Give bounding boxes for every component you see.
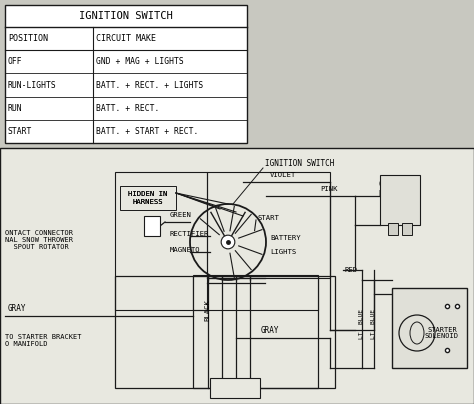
Bar <box>5 5 247 143</box>
Text: GND + MAG + LIGHTS: GND + MAG + LIGHTS <box>96 57 184 66</box>
Text: RUN-LIGHTS: RUN-LIGHTS <box>8 80 57 90</box>
Text: LT. BLUE: LT. BLUE <box>372 309 376 339</box>
Text: START: START <box>258 215 280 221</box>
Bar <box>193 276 318 388</box>
Bar <box>193 275 318 310</box>
Text: POSITION: POSITION <box>8 34 48 43</box>
Text: VIOLET: VIOLET <box>270 172 296 178</box>
Bar <box>210 378 260 398</box>
Bar <box>144 216 160 236</box>
Text: GREEN: GREEN <box>170 212 192 218</box>
Bar <box>207 172 330 278</box>
Bar <box>115 276 335 388</box>
Text: OFF: OFF <box>8 57 23 66</box>
Bar <box>402 223 412 235</box>
Text: BATT. + RECT.: BATT. + RECT. <box>96 104 159 113</box>
Text: IGNITION SWITCH: IGNITION SWITCH <box>265 160 334 168</box>
Bar <box>380 175 420 225</box>
Text: CIRCUIT MAKE: CIRCUIT MAKE <box>96 34 156 43</box>
Text: BLACK: BLACK <box>204 299 210 321</box>
Bar <box>115 172 207 310</box>
Text: BATT. + RECT. + LIGHTS: BATT. + RECT. + LIGHTS <box>96 80 203 90</box>
Bar <box>193 276 318 388</box>
Text: TO STARTER BRACKET
O MANIFOLD: TO STARTER BRACKET O MANIFOLD <box>5 334 82 347</box>
Text: RECTIFIER: RECTIFIER <box>170 231 210 237</box>
Bar <box>120 186 176 210</box>
Text: ONTACT CONNECTOR
NAL SNOW THROWER
  SPOUT ROTATOR: ONTACT CONNECTOR NAL SNOW THROWER SPOUT … <box>5 230 73 250</box>
Text: CIRCUIT
BREAKER: CIRCUIT BREAKER <box>379 180 411 200</box>
Text: YELLOW: YELLOW <box>216 387 244 396</box>
Text: RUN: RUN <box>8 104 23 113</box>
Text: BATT. + START + RECT.: BATT. + START + RECT. <box>96 127 199 136</box>
Text: STARTER
SOLENOID: STARTER SOLENOID <box>425 326 459 339</box>
Text: LIGHTS: LIGHTS <box>270 249 296 255</box>
Text: IGNITION SWITCH: IGNITION SWITCH <box>79 11 173 21</box>
Bar <box>392 288 467 368</box>
Text: HIDDEN IN
HARNESS: HIDDEN IN HARNESS <box>128 191 168 204</box>
Text: RED: RED <box>345 267 358 273</box>
Bar <box>0 148 474 404</box>
Text: START: START <box>8 127 32 136</box>
Text: PINK: PINK <box>320 186 337 192</box>
Text: BATTERY: BATTERY <box>270 235 301 241</box>
Bar <box>388 223 398 235</box>
Text: GRAY: GRAY <box>261 326 279 335</box>
Text: GRAY: GRAY <box>8 304 27 313</box>
Text: MAGNETO: MAGNETO <box>170 247 201 253</box>
Text: LT. BLUE: LT. BLUE <box>359 309 365 339</box>
Circle shape <box>221 235 235 249</box>
Text: HIDDEN IN
HARNESS: HIDDEN IN HARNESS <box>128 191 168 204</box>
